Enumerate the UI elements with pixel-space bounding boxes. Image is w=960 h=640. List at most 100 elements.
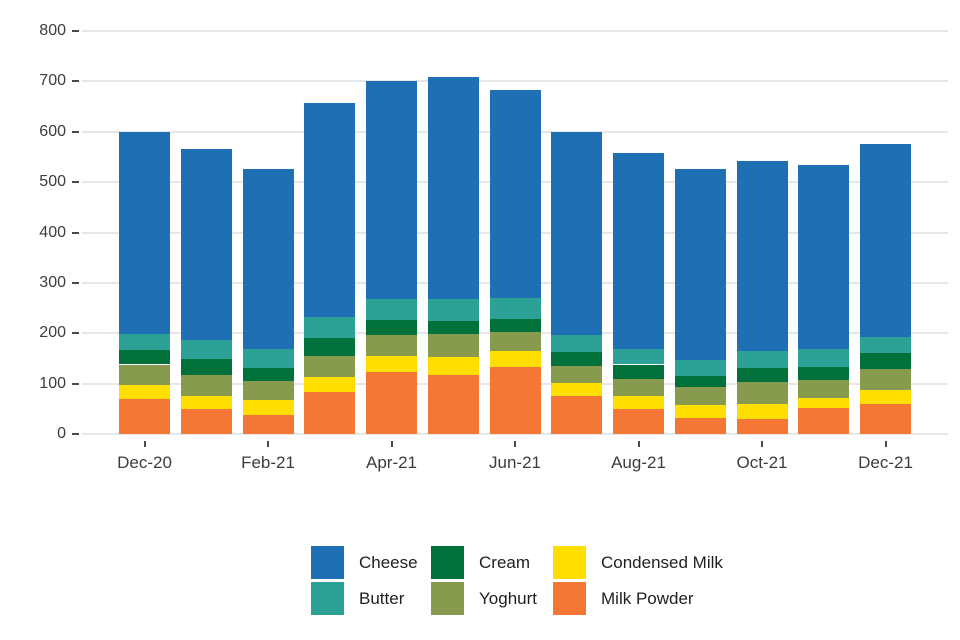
bar-Dec-21 [860, 144, 911, 434]
bar-Sep-21-segment-Cheese [674, 168, 726, 361]
y-tick-label-400: 400 [39, 223, 66, 241]
bar-Jan-21-segment-Cheese [180, 149, 232, 341]
bar-Feb-21-segment-Cream [242, 367, 294, 381]
bar-Nov-21-segment-Cream [798, 366, 850, 381]
bar-Jan-21 [180, 149, 232, 434]
bar-Dec-21-segment-Condensed-Milk [860, 389, 911, 404]
bar-Jun-21-segment-Butter [489, 298, 541, 320]
bar-Jan-21-segment-Cream [180, 359, 232, 375]
plot-area [82, 30, 948, 435]
x-tick-label-Dec-20: Dec-20 [117, 453, 172, 472]
bar-Sep-21-segment-Butter [674, 360, 726, 376]
bar-Jul-21-segment-Milk-Powder [551, 395, 603, 434]
bar-Aug-21-segment-Yoghurt [613, 379, 664, 397]
x-tick-label-Oct-21: Oct-21 [736, 453, 788, 472]
y-tick-label-200: 200 [39, 324, 66, 342]
y-tick-mark-700 [72, 80, 79, 83]
bar-Sep-21-segment-Condensed-Milk [674, 405, 726, 418]
bar-Jul-21-segment-Cheese [551, 131, 603, 336]
x-tick-mark-Jun-21 [514, 441, 516, 447]
bar-Jan-21-segment-Butter [180, 340, 232, 360]
legend-item-Yoghurt: Yoghurt [431, 582, 553, 615]
bar-Dec-20-segment-Yoghurt [119, 364, 170, 386]
bar-Nov-21 [798, 164, 850, 434]
bar-Aug-21-segment-Cheese [613, 153, 664, 349]
bar-Dec-20-segment-Butter [119, 333, 170, 350]
bar-Jun-21-segment-Yoghurt [489, 332, 541, 352]
y-tick-mark-0 [72, 433, 79, 435]
legend-item-Milk-Powder: Milk Powder [553, 582, 723, 615]
y-tick-label-700: 700 [39, 72, 66, 90]
bar-Dec-20-segment-Condensed-Milk [119, 385, 170, 400]
gridline-0 [82, 433, 948, 435]
bar-Nov-21-segment-Butter [798, 348, 850, 367]
legend-item-Condensed-Milk: Condensed Milk [553, 546, 723, 579]
bar-Oct-21-segment-Condensed-Milk [736, 403, 788, 419]
bar-Feb-21-segment-Condensed-Milk [242, 399, 294, 415]
bar-May-21-segment-Cheese [427, 76, 479, 299]
bar-Dec-20 [119, 131, 170, 434]
x-tick-label-Aug-21: Aug-21 [611, 453, 666, 472]
x-tick-label-Jun-21: Jun-21 [489, 453, 541, 472]
bar-Sep-21-segment-Yoghurt [674, 386, 726, 406]
legend-swatch-Milk-Powder [553, 582, 586, 615]
legend: Cheese Butter Cream Yoghurt Condensed Milk Mi… [311, 546, 723, 615]
bar-Feb-21-segment-Yoghurt [242, 380, 294, 400]
bar-Apr-21-segment-Yoghurt [366, 334, 417, 357]
bar-Nov-21-segment-Milk-Powder [798, 408, 850, 434]
bar-Jan-21-segment-Yoghurt [180, 374, 232, 396]
bar-Oct-21-segment-Butter [736, 350, 788, 369]
bar-Sep-21-segment-Milk-Powder [674, 417, 726, 434]
bar-Apr-21 [366, 80, 417, 434]
bar-Apr-21-segment-Milk-Powder [366, 371, 417, 434]
y-tick-mark-800 [72, 30, 79, 32]
y-tick-label-600: 600 [39, 122, 66, 140]
y-tick-mark-300 [72, 281, 79, 284]
bar-Dec-21-segment-Yoghurt [860, 368, 911, 390]
bar-May-21 [427, 76, 479, 434]
bar-Jul-21-segment-Condensed-Milk [551, 382, 603, 396]
bar-Aug-21-segment-Cream [613, 364, 664, 380]
legend-swatch-Cheese [311, 546, 344, 579]
bar-Dec-21-segment-Cheese [860, 144, 911, 337]
bar-Mar-21-segment-Cheese [304, 102, 356, 318]
y-tick-label-500: 500 [39, 173, 66, 191]
bar-Jun-21-segment-Condensed-Milk [489, 351, 541, 368]
legend-label-Cheese: Cheese [359, 553, 418, 572]
bar-Feb-21-segment-Cheese [242, 168, 294, 349]
x-tick-label-Apr-21: Apr-21 [365, 453, 418, 472]
gridline-800 [82, 30, 948, 32]
bar-Nov-21-segment-Cheese [798, 164, 850, 349]
bar-Feb-21 [242, 168, 294, 434]
bar-Jan-21-segment-Condensed-Milk [180, 395, 232, 410]
bar-Mar-21-segment-Condensed-Milk [304, 377, 356, 393]
bar-Nov-21-segment-Yoghurt [798, 380, 850, 398]
bar-Oct-21-segment-Cheese [736, 160, 788, 351]
y-tick-mark-100 [72, 382, 79, 385]
bar-Aug-21 [613, 153, 664, 434]
legend-swatch-Yoghurt [431, 582, 464, 615]
legend-item-Butter: Butter [311, 582, 431, 615]
legend-label-Cream: Cream [479, 553, 531, 572]
bar-Apr-21-segment-Cheese [366, 80, 417, 299]
bar-Oct-21-segment-Cream [736, 368, 788, 382]
bar-May-21-segment-Milk-Powder [427, 374, 479, 434]
legend-swatch-Butter [311, 582, 344, 615]
bar-Mar-21-segment-Butter [304, 317, 356, 339]
y-tick-label-800: 800 [39, 22, 66, 39]
bar-Mar-21-segment-Yoghurt [304, 355, 356, 378]
legend-item-Cream: Cream [431, 546, 553, 579]
bar-Jan-21-segment-Milk-Powder [180, 409, 232, 434]
bar-Dec-20-segment-Milk-Powder [119, 399, 170, 434]
bar-Jul-21-segment-Yoghurt [551, 366, 603, 383]
gridline-700 [82, 80, 948, 83]
bar-Feb-21-segment-Milk-Powder [242, 414, 294, 434]
x-tick-mark-Aug-21 [637, 441, 640, 447]
x-tick-mark-Dec-20 [143, 441, 146, 447]
y-tick-mark-400 [72, 231, 79, 234]
bar-Dec-20-segment-Cheese [119, 131, 170, 334]
bar-Dec-21-segment-Cream [860, 353, 911, 369]
y-tick-label-300: 300 [39, 273, 66, 291]
bar-Oct-21 [736, 160, 788, 434]
